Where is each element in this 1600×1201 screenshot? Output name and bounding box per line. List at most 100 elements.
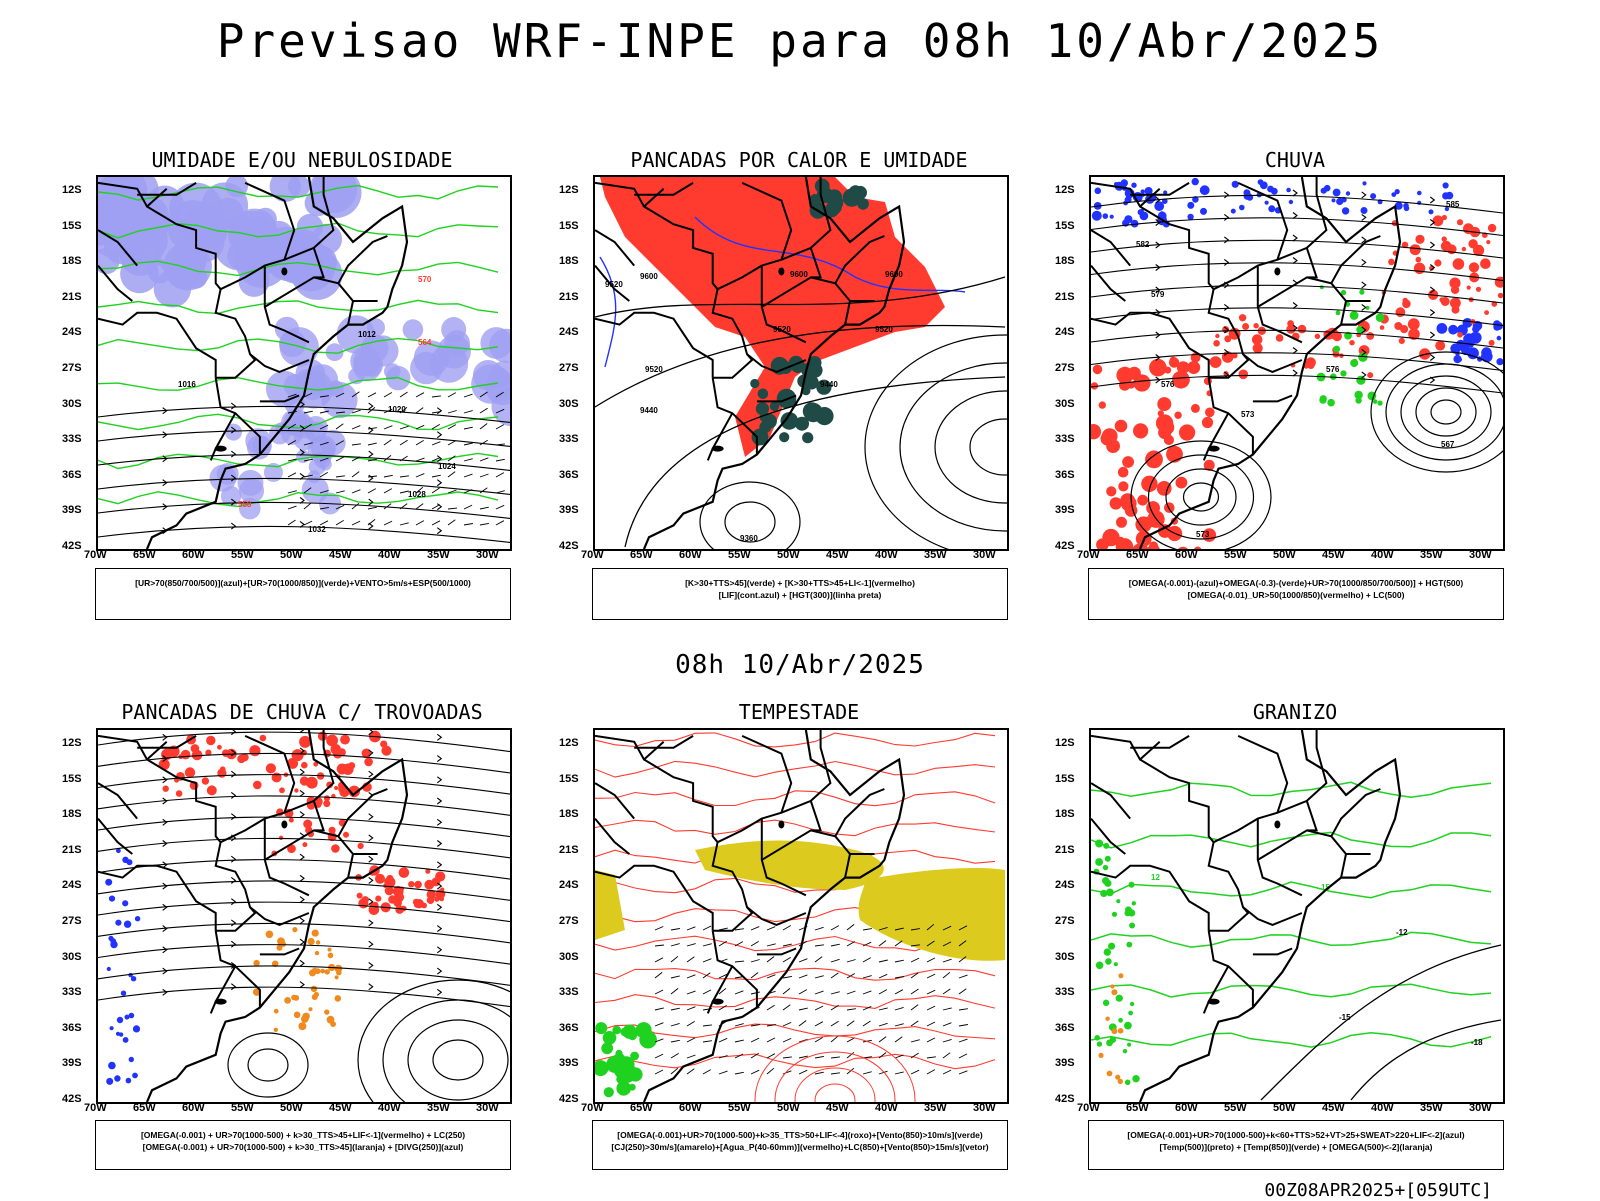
latitude-tick-label: 36S	[1055, 468, 1075, 481]
contour-label: 9440	[820, 380, 838, 389]
border-line	[98, 264, 133, 302]
border-line	[1330, 788, 1381, 837]
border-line	[1305, 800, 1318, 832]
border-line	[337, 235, 388, 284]
streamline-arrow	[1292, 369, 1298, 377]
contour-line	[1091, 781, 1492, 1048]
longitude-tick-label: 70W	[581, 549, 604, 561]
map-panel: 1016 1012 1020 1024 1028 1032 570 564 558	[96, 175, 512, 551]
contour-label: 1012	[358, 330, 376, 339]
contour-line	[864, 334, 1007, 549]
contour-label: 585	[1446, 200, 1460, 209]
streamline-arrow	[162, 967, 168, 975]
latitude-tick-label: 30S	[559, 950, 579, 963]
contour-label: 1024	[438, 462, 456, 471]
border-line	[1256, 265, 1303, 344]
streamline-arrow	[230, 940, 237, 948]
streamline-arrow	[1292, 324, 1298, 332]
legend-line: [K>30+TTS>45](verde) + [K>30+TTS>45+LI<-…	[685, 578, 915, 588]
streamline-arrow	[436, 797, 443, 805]
legend-line: [CJ(250)>30m/s](amarelo)+[Agua_P(40-60mm…	[611, 1142, 989, 1152]
latitude-tick-label: 15S	[1055, 219, 1075, 232]
longitude-tick-label: 60W	[679, 549, 702, 561]
coastline	[145, 730, 409, 1102]
border-line	[1091, 264, 1126, 302]
longitude-tick-label: 65W	[1126, 1102, 1149, 1114]
border-line	[98, 734, 257, 932]
streamline-arrow	[299, 520, 305, 528]
streamline-arrow	[436, 882, 443, 890]
streamline-arrow	[162, 503, 168, 511]
streamline-arrow	[1155, 196, 1161, 204]
longitude-tick-label: 70W	[84, 549, 107, 561]
precip-area	[1093, 839, 1140, 1086]
streamline-arrow	[436, 903, 443, 911]
contour-line	[1370, 351, 1503, 473]
latitude-tick-label: 15S	[559, 772, 579, 785]
main-title: Previsao WRF-INPE para 08h 10/Abr/2025	[216, 14, 1384, 68]
panel-legend: [OMEGA(-0.001) + UR>70(1000-500) + k>30_…	[95, 1120, 511, 1170]
latitude-tick-label: 18S	[559, 255, 579, 268]
longitude-tick-label: 35W	[924, 1102, 947, 1114]
latitude-tick-label: 42S	[1055, 1093, 1075, 1105]
contour-label: 9520	[773, 325, 791, 334]
border-line	[746, 906, 807, 926]
border-line	[1277, 730, 1328, 814]
streamline-arrow	[299, 811, 305, 819]
streamline-arrow	[1155, 219, 1161, 226]
longitude-tick-label: 65W	[630, 1102, 653, 1114]
streamline-arrow	[368, 749, 374, 757]
latitude-tick-label: 39S	[559, 1057, 579, 1070]
border-line	[595, 817, 630, 855]
streamline-arrow	[1361, 258, 1367, 266]
latitude-tick-label: 21S	[559, 290, 579, 303]
lake	[281, 820, 288, 829]
legend-line: [LIF](cont.azul) + [HGT(300)](linha pret…	[718, 590, 882, 600]
longitude-tick-label: 45W	[329, 1102, 352, 1114]
longitude-tick-label: 70W	[84, 1102, 107, 1114]
streamline-arrow	[230, 919, 237, 927]
contour-line	[1130, 440, 1272, 549]
latitude-tick-label: 12S	[559, 184, 579, 196]
border-line	[1130, 735, 1190, 749]
latitude-tick-label: 24S	[1055, 879, 1075, 892]
border-line	[595, 311, 714, 378]
streamline-arrow	[436, 431, 443, 439]
streamline	[98, 400, 510, 543]
border-line	[98, 229, 138, 267]
longitude-tick-label: 40W	[378, 1102, 401, 1114]
border-line	[781, 730, 832, 814]
longitude-tick-label: 35W	[1420, 549, 1443, 561]
streamline-arrow	[1155, 376, 1161, 384]
border-line	[98, 311, 217, 378]
longitude-tick-label: 65W	[133, 1102, 156, 1114]
contour-line	[227, 1032, 309, 1098]
legend-line: [Temp(500)](preto) + [Temp(850)](verde) …	[1159, 1142, 1433, 1152]
streamline-arrow	[1155, 286, 1161, 294]
border-line	[1242, 906, 1303, 926]
streamline-arrow	[1223, 348, 1230, 356]
border-line	[756, 947, 797, 956]
longitude-tick-label: 70W	[581, 1102, 604, 1114]
latitude-tick-label: 12S	[1055, 184, 1075, 196]
streamline-arrow	[368, 498, 374, 506]
border-line	[146, 741, 168, 761]
longitude-tick-label: 45W	[826, 1102, 849, 1114]
longitude-tick-label: 30W	[1469, 549, 1492, 561]
latitude-tick-label: 30S	[559, 397, 579, 410]
latitude-tick-label: 42S	[559, 1093, 579, 1105]
streamline-arrow	[299, 400, 305, 408]
lake	[778, 820, 785, 829]
panel-legend: [UR>70(850/700/500)](azul)+[UR>70(1000/8…	[95, 568, 511, 620]
precip-area	[252, 927, 343, 1032]
latitude-tick-label: 27S	[559, 362, 579, 374]
border-line	[98, 782, 138, 820]
latitude-tick-label: 33S	[1055, 433, 1075, 446]
streamline-arrow	[299, 959, 305, 967]
panel-title: CHUVA	[1264, 148, 1326, 172]
border-line	[1207, 930, 1254, 1008]
legend-line: [OMEGA(-0.001) + UR>70(1000-500) + k>30_…	[140, 1130, 466, 1140]
border-line	[347, 853, 354, 878]
border-line	[337, 788, 388, 837]
latitude-tick-label: 24S	[559, 326, 579, 339]
